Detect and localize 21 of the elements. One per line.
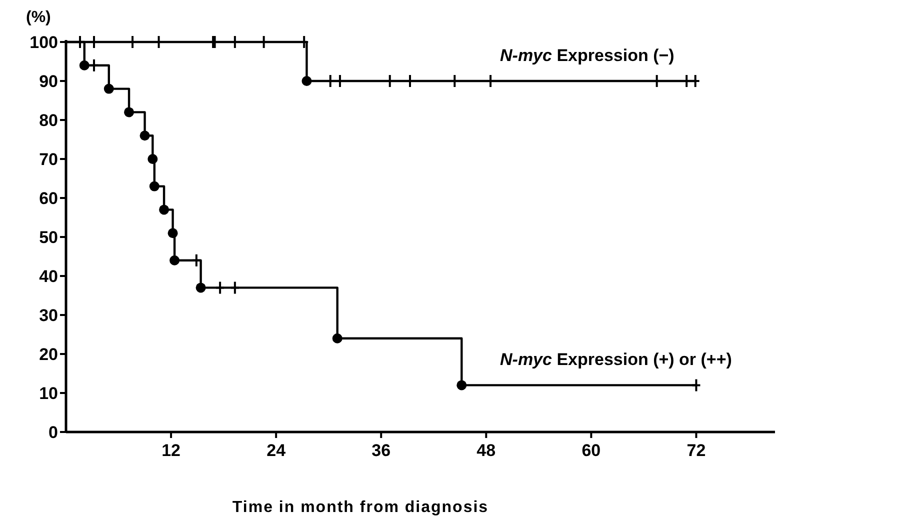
y-tick-label: 30 (39, 306, 58, 325)
y-tick-label: 80 (39, 110, 58, 130)
y-tick-label: 100 (30, 32, 58, 52)
x-axis-title: Time in month from diagnosis (232, 499, 489, 516)
y-tick-label: 70 (39, 150, 58, 169)
y-tick-label: 60 (39, 188, 58, 208)
y-tick-label: 20 (39, 344, 58, 364)
y-tick-label: 0 (48, 422, 58, 442)
y-tick-label: 50 (39, 228, 58, 247)
series-label: N-myc Expression (+) or (++) (500, 350, 732, 370)
series-label: N-myc Expression (−) (500, 46, 674, 65)
x-tick-label: 24 (266, 441, 286, 460)
y-tick-label: 10 (39, 384, 58, 403)
y-tick-label: 40 (39, 266, 58, 286)
y-axis-title: (%) (26, 9, 51, 26)
x-tick-label: 36 (372, 441, 391, 460)
x-tick-label: 72 (686, 441, 706, 460)
x-tick-label: 48 (476, 441, 496, 460)
x-tick-label: 60 (582, 441, 601, 460)
y-tick-label: 90 (39, 72, 58, 91)
x-tick-label: 12 (162, 441, 180, 460)
